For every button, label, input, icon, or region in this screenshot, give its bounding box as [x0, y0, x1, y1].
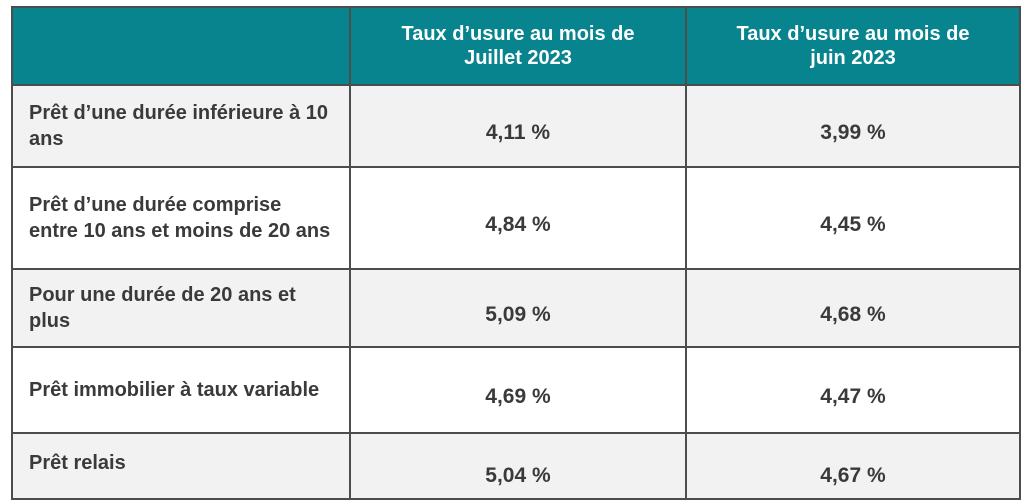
june-rate-cell: 4,68 %: [685, 268, 1021, 348]
june-rate-cell: 4,45 %: [685, 166, 1021, 270]
table-row: Prêt immobilier à taux variable 4,69 % 4…: [11, 346, 1021, 434]
row-label: Prêt relais: [11, 432, 351, 500]
july-rate-cell: 4,69 %: [349, 346, 687, 434]
june-rate-cell: 4,67 %: [685, 432, 1021, 500]
july-rate-cell: 4,11 %: [349, 84, 687, 168]
july-rate-cell: 4,84 %: [349, 166, 687, 270]
table-row: Prêt d’une durée inférieure à 10 ans 4,1…: [11, 84, 1021, 168]
row-label: Pour une durée de 20 ans et plus: [11, 268, 351, 348]
june-rate-cell: 3,99 %: [685, 84, 1021, 168]
header-june-2023: Taux d’usure au mois de juin 2023: [685, 6, 1021, 86]
header-empty-cell: [11, 6, 351, 86]
table-row: Prêt relais 5,04 % 4,67 %: [11, 432, 1021, 500]
july-rate-cell: 5,04 %: [349, 432, 687, 500]
row-label: Prêt immobilier à taux variable: [11, 346, 351, 434]
usury-rate-table: Taux d’usure au mois de Juillet 2023 Tau…: [11, 6, 1021, 500]
row-label: Prêt d’une durée inférieure à 10 ans: [11, 84, 351, 168]
table-row: Pour une durée de 20 ans et plus 5,09 % …: [11, 268, 1021, 348]
june-rate-cell: 4,47 %: [685, 346, 1021, 434]
july-rate-cell: 5,09 %: [349, 268, 687, 348]
header-july-2023: Taux d’usure au mois de Juillet 2023: [349, 6, 687, 86]
table-row: Prêt d’une durée comprise entre 10 ans e…: [11, 166, 1021, 270]
row-label: Prêt d’une durée comprise entre 10 ans e…: [11, 166, 351, 270]
table-header-row: Taux d’usure au mois de Juillet 2023 Tau…: [11, 6, 1021, 86]
